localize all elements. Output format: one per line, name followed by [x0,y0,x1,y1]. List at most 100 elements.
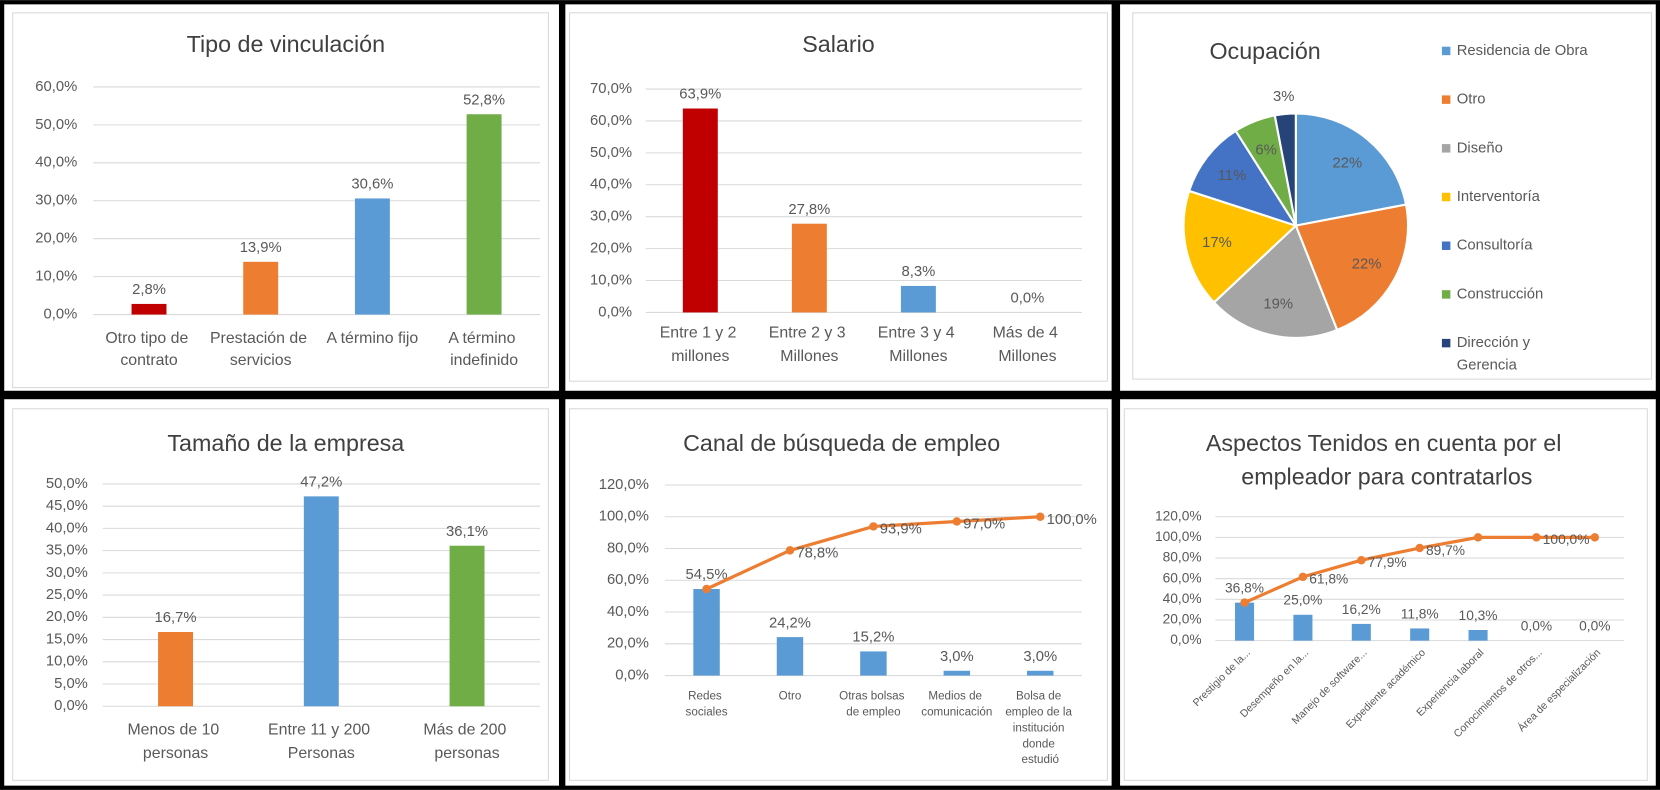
bar [1293,614,1313,641]
bar [1027,670,1054,676]
y-tick-label: 20,0% [1163,612,1202,627]
y-tick-label: 40,0% [1163,591,1202,606]
text-line: sociales [686,706,728,719]
chart-area [1123,408,1648,781]
data-label: 19% [1263,296,1293,312]
line-marker [1357,555,1366,565]
y-tick-label: 100,0% [1155,529,1202,544]
chart-title: Ocupación [1209,38,1320,64]
text-line: Millones [998,348,1056,365]
text-line: donde [1022,737,1058,750]
text-line: Construcción [1457,286,1543,302]
y-tick-label: 120,0% [1155,508,1202,523]
y-tick-label: 0,0% [598,304,632,320]
text-line: Millones [780,348,838,365]
chart-title: Aspectos Tenidos en cuenta por el emplea… [1206,430,1568,490]
x-tick-label: Otro tipo de contrato [105,330,192,369]
legend-label: Residencia de Obra [1457,43,1589,59]
y-tick-label: 20,0% [607,636,649,652]
data-label: 93,9% [880,522,922,538]
cell [1120,399,1656,786]
y-tick-label: 0,0% [615,667,649,683]
data-label: 10,3% [1459,608,1498,623]
line-marker [702,584,711,594]
cell [565,4,1112,391]
bar [1468,629,1488,641]
x-tick-label: Redes sociales [686,690,728,719]
line-marker [1532,533,1541,542]
y-tick-label: 30,0% [590,209,632,225]
y-tick-label: 40,0% [35,155,77,171]
data-label: 13,9% [240,240,282,256]
text-line: Otro [779,690,802,703]
bar [900,285,936,313]
data-label: 6% [1255,142,1276,158]
data-label: 0,0% [1579,618,1610,633]
text-line: Redes [688,690,725,703]
data-label: 22% [1352,256,1382,272]
cell [565,399,1112,786]
pie-slice [1294,203,1410,332]
legend-swatch [1441,144,1451,153]
y-tick-label: 0,0% [1170,632,1201,647]
data-label: 11% [1218,168,1247,184]
text-line: indefinido [450,352,518,369]
y-tick-label: 50,0% [46,476,88,492]
x-tick-label: Entre 1 y 2 millones [660,325,741,365]
text-line: Gerencia [1457,357,1518,373]
legend-swatch [1441,338,1451,348]
text-line: Bolsa de [1016,690,1064,703]
text-line: A término [448,330,519,347]
y-tick-label: 35,0% [46,543,88,559]
pie-slice [1212,223,1339,339]
data-label: 2,8% [132,282,166,298]
y-tick-label: 25,0% [46,587,88,603]
text-line: Personas [288,745,355,762]
y-tick-label: 10,0% [46,654,88,670]
y-tick-label: 45,0% [46,498,88,514]
bar [682,108,718,313]
text-line: Entre 3 y 4 [878,325,959,342]
x-tick-label: Entre 3 y 4 Millones [878,325,959,365]
text-line: de empleo [846,706,900,719]
text-line: contrato [120,352,178,369]
legend-swatch [1441,46,1451,56]
chart-title: Tipo de vinculación [187,31,385,57]
data-label: 15,2% [852,630,894,646]
data-label: 22% [1332,155,1362,171]
y-tick-label: 50,0% [590,145,632,161]
y-tick-label: 20,0% [590,241,632,257]
y-tick-label: 5,0% [54,676,88,692]
y-tick-label: 10,0% [590,272,632,288]
data-label: 27,8% [788,202,830,218]
bar [131,303,167,315]
bar [1410,628,1430,641]
data-label: 25,0% [1283,593,1322,608]
legend-label: Consultoría [1457,238,1534,254]
bar [693,589,720,676]
pie-slice [1294,112,1408,227]
y-tick-label: 70,0% [590,81,632,97]
bar [466,114,502,315]
text-line: millones [671,348,729,365]
y-tick-label: 10,0% [35,269,77,285]
legend-label: Otro [1457,92,1486,108]
data-label: 17% [1202,235,1232,251]
y-tick-label: 60,0% [1163,570,1202,585]
y-tick-label: 60,0% [35,79,77,95]
line-marker [1473,533,1483,542]
legend-label: Dirección y Gerencia [1457,335,1534,373]
legend-swatch [1441,241,1451,250]
chart-area [12,408,549,781]
data-label: 63,9% [679,87,721,103]
bar [776,637,804,676]
data-label: 11,8% [1401,606,1439,621]
text-line: Más de 200 [423,722,510,739]
text-line: Otro [1457,92,1486,108]
x-tick-label: Otras bolsas de empleo [839,690,907,719]
pie-slice [1182,189,1298,304]
text-line: Dirección y [1457,335,1534,351]
data-label: 0,0% [1521,618,1552,633]
data-label: 97,0% [963,517,1005,533]
